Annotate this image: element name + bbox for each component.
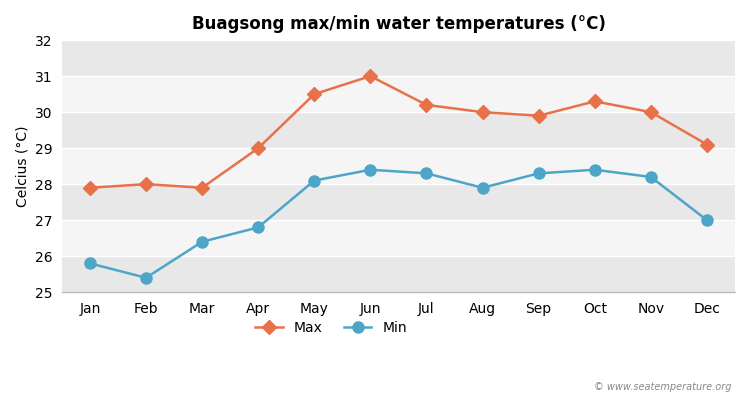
Bar	[62, 148, 735, 184]
Min	[646, 174, 656, 179]
Min	[142, 275, 151, 280]
Line: Min: Min	[85, 164, 712, 283]
Max	[366, 74, 375, 78]
Max	[422, 102, 431, 107]
Text: © www.seatemperature.org: © www.seatemperature.org	[594, 382, 731, 392]
Max	[703, 142, 712, 147]
Bar	[62, 220, 735, 256]
Min	[254, 225, 262, 230]
Max	[198, 185, 207, 190]
Min	[534, 171, 543, 176]
Title: Buagsong max/min water temperatures (°C): Buagsong max/min water temperatures (°C)	[191, 15, 605, 33]
Max	[590, 99, 599, 104]
Min	[310, 178, 319, 183]
Y-axis label: Celcius (°C): Celcius (°C)	[15, 125, 29, 207]
Bar	[62, 256, 735, 292]
Min	[366, 167, 375, 172]
Bar	[62, 40, 735, 76]
Legend: Max, Min: Max, Min	[250, 316, 412, 341]
Max	[534, 113, 543, 118]
Max	[646, 110, 656, 114]
Bar	[62, 184, 735, 220]
Max	[86, 185, 94, 190]
Max	[478, 110, 487, 114]
Min	[590, 167, 599, 172]
Line: Max: Max	[85, 71, 712, 193]
Min	[422, 171, 431, 176]
Min	[86, 261, 94, 266]
Max	[310, 92, 319, 96]
Bar	[62, 76, 735, 112]
Min	[703, 218, 712, 222]
Max	[142, 182, 151, 186]
Max	[254, 146, 262, 150]
Min	[478, 185, 487, 190]
Bar	[62, 112, 735, 148]
Min	[198, 239, 207, 244]
